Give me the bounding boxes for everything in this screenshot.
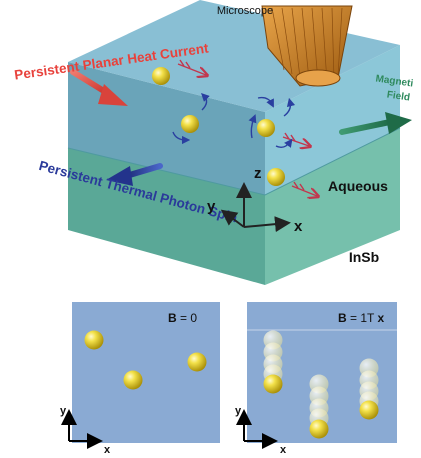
microscope-lens [295,69,341,87]
panel-b0-field-symbol: B [168,311,177,325]
insb-label: InSb [349,249,379,265]
microscope: Microscope [217,5,353,87]
particle [123,370,143,390]
particle [152,67,170,85]
insb-side-face [265,128,400,285]
particle [257,119,275,137]
particle [263,374,283,394]
magnetic-field-label-2: Field [386,89,411,103]
microscope-label: Microscope [217,5,273,17]
slab-axis-x: x [294,218,303,235]
heat-current-arrow [70,69,128,106]
aqueous-side-face [265,45,400,195]
circulation-arrows [172,93,296,149]
panel-b0-field-value: = 0 [177,311,198,325]
trail-1 [263,330,283,394]
panel-b1-axis-x: x [280,444,287,456]
magnetic-field-label-1: Magneti [375,73,414,89]
panel-b1-axis-y: y [235,405,242,417]
panel-b1-field-symbol: B [338,311,347,325]
panel-b0-axis-x: x [104,444,111,456]
particle [181,115,199,133]
particle [309,419,329,439]
photon-spin-arrow [106,163,163,186]
slab-axes [220,182,291,233]
panel-b1-field-direction: x [377,311,384,325]
panel-b0-axis-y: y [60,405,67,417]
panel-b1-field-value: = 1T [347,311,378,325]
drift-arrows [177,59,317,196]
panel-b0-field-label: B = 0 [168,311,197,325]
panel-b0-background [72,302,220,443]
interface-line [67,127,401,196]
trail-2 [309,374,329,439]
slab-axis-y: y [207,198,216,215]
aqueous-front-face [68,62,265,195]
panel-b0-axes [61,409,103,449]
panel-b1-axes [236,409,278,449]
particle [359,400,379,420]
particle [187,352,207,372]
magnetic-field-arrow [339,112,412,135]
panel-b1: B = 1T x y x [235,302,397,456]
panel-b1-field-label: B = 1T x [338,311,384,325]
particle [84,330,104,350]
aqueous-label: Aqueous [328,178,388,194]
slab-axis-z: z [254,165,262,182]
slab [67,0,401,285]
panel-b0: B = 0 y x [60,302,220,456]
particle [267,168,285,186]
trail-3 [359,358,379,420]
slab-particles [152,67,285,186]
